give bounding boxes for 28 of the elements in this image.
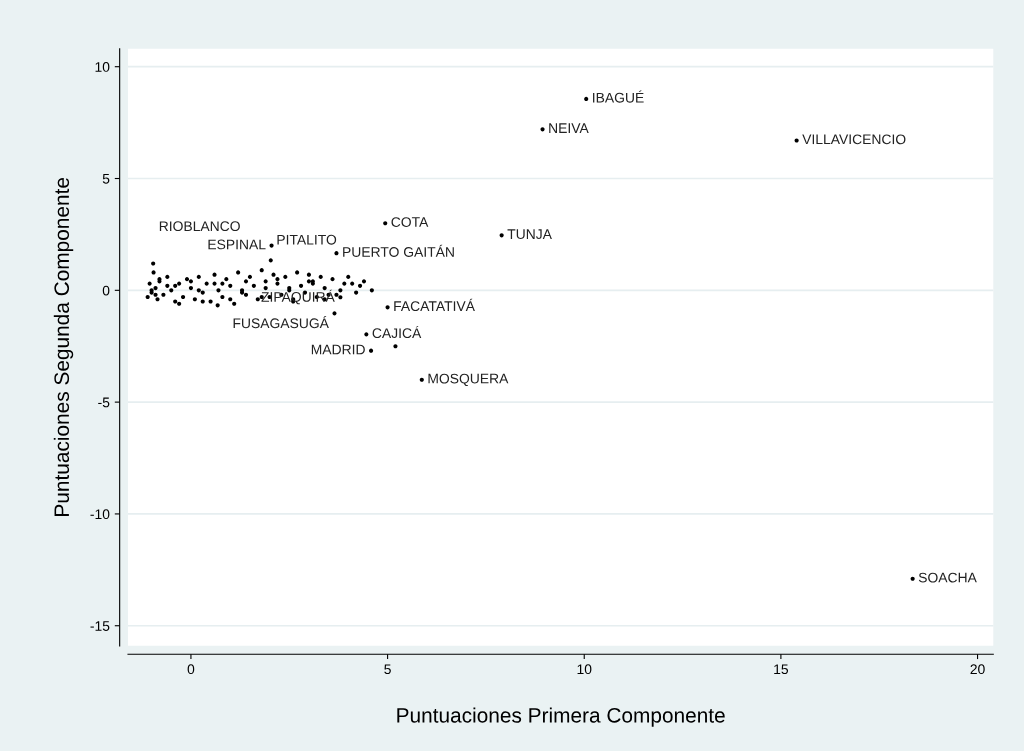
y-tick-label: -10 — [90, 509, 110, 520]
y-tick-label: 0 — [102, 285, 110, 296]
annotation: IBAGUÉ — [593, 90, 644, 103]
x-tick-label: 20 — [970, 664, 985, 675]
y-tick-label: -15 — [90, 621, 110, 631]
annotation: NEIVA — [549, 123, 589, 133]
annotation: TUNJA — [507, 229, 552, 240]
x-axis-title: Puntuaciones Primera Componente — [397, 707, 725, 727]
annotation: CAJICÁ — [372, 325, 422, 339]
annotation: PUERTO GAITÁN — [343, 244, 454, 257]
x-tick-label: 15 — [774, 664, 789, 675]
annotation: ESPINAL — [208, 239, 266, 250]
annotation: VILLAVICENCIO — [802, 134, 906, 145]
annotation: FACATATIVÁ — [394, 298, 475, 312]
y-tick-label: 5 — [102, 173, 110, 184]
annotation: MOSQUERA — [428, 373, 509, 386]
annotation: PITALITO — [277, 234, 337, 245]
y-tick-label: 10 — [95, 62, 110, 72]
x-tick-label: 5 — [384, 664, 391, 675]
annotation: RIOBLANCO — [159, 221, 240, 232]
annotation: COTA — [391, 217, 429, 227]
annotation: FUSAGASUGÁ — [233, 316, 329, 329]
annotation: MADRID — [311, 344, 365, 355]
y-tick-label: -5 — [98, 397, 110, 408]
x-tick-label: 10 — [577, 664, 592, 675]
annotation: SOACHA — [918, 572, 977, 583]
y-axis-title: Puntuaciones Segunda Componente — [53, 177, 74, 516]
x-tick-label: 0 — [187, 664, 195, 675]
